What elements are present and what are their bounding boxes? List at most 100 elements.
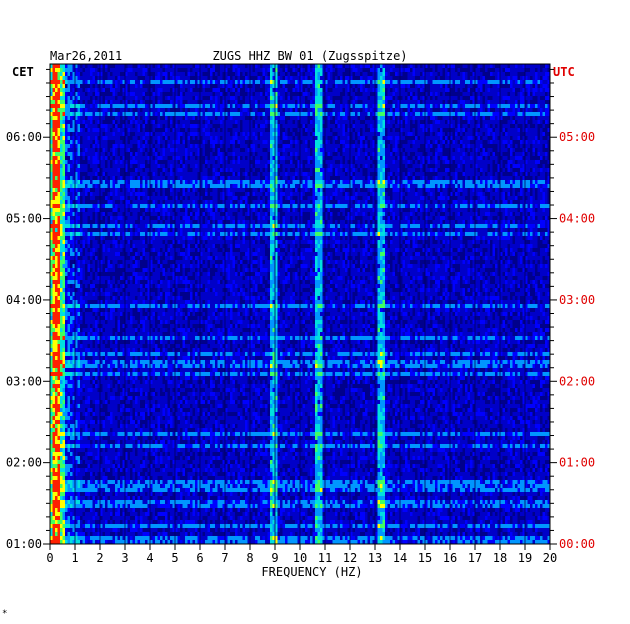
- spectrogram-cell: [252, 216, 255, 220]
- spectrogram-cell: [295, 64, 298, 68]
- spectrogram-cell: [392, 160, 395, 164]
- spectrogram-cell: [180, 136, 183, 140]
- spectrogram-cell: [385, 200, 388, 204]
- spectrogram-cell: [162, 80, 165, 84]
- spectrogram-cell: [57, 180, 60, 184]
- spectrogram-cell: [270, 104, 273, 108]
- spectrogram-cell: [462, 152, 465, 156]
- spectrogram-cell: [430, 128, 433, 132]
- spectrogram-cell: [102, 216, 105, 220]
- spectrogram-cell: [245, 156, 248, 160]
- spectrogram-cell: [142, 176, 145, 180]
- spectrogram-cell: [355, 148, 358, 152]
- spectrogram-cell: [152, 148, 155, 152]
- spectrogram-cell: [185, 140, 188, 144]
- spectrogram-cell: [447, 148, 450, 152]
- spectrogram-cell: [547, 176, 550, 180]
- spectrogram-cell: [112, 228, 115, 232]
- spectrogram-cell: [160, 64, 163, 68]
- spectrogram-cell: [297, 80, 300, 84]
- spectrogram-cell: [505, 184, 508, 188]
- spectrogram-cell: [305, 188, 308, 192]
- spectrogram-cell: [510, 148, 513, 152]
- spectrogram-cell: [502, 108, 505, 112]
- spectrogram-cell: [310, 92, 313, 96]
- spectrogram-cell: [292, 196, 295, 200]
- spectrogram-cell: [235, 204, 238, 208]
- spectrogram-cell: [547, 228, 550, 232]
- spectrogram-cell: [207, 112, 210, 116]
- spectrogram-cell: [537, 84, 540, 88]
- spectrogram-cell: [437, 128, 440, 132]
- spectrogram-cell: [522, 112, 525, 116]
- spectrogram-cell: [450, 216, 453, 220]
- spectrogram-cell: [315, 192, 318, 196]
- spectrogram-cell: [292, 72, 295, 76]
- spectrogram-cell: [357, 208, 360, 212]
- spectrogram-cell: [382, 148, 385, 152]
- spectrogram-cell: [435, 212, 438, 216]
- spectrogram-cell: [422, 216, 425, 220]
- spectrogram-cell: [510, 104, 513, 108]
- spectrogram-cell: [120, 176, 123, 180]
- spectrogram-cell: [395, 232, 398, 236]
- spectrogram-cell: [492, 152, 495, 156]
- spectrogram-cell: [245, 232, 248, 236]
- spectrogram-cell: [497, 156, 500, 160]
- spectrogram-cell: [485, 144, 488, 148]
- spectrogram-cell: [317, 228, 320, 232]
- spectrogram-cell: [62, 220, 65, 224]
- spectrogram-cell: [130, 192, 133, 196]
- spectrogram-cell: [122, 132, 125, 136]
- spectrogram-cell: [207, 104, 210, 108]
- spectrogram-cell: [187, 216, 190, 220]
- spectrogram-cell: [217, 172, 220, 176]
- spectrogram-cell: [545, 92, 548, 96]
- spectrogram-cell: [72, 156, 75, 160]
- spectrogram-cell: [245, 108, 248, 112]
- spectrogram-cell: [430, 224, 433, 228]
- spectrogram-cell: [312, 224, 315, 228]
- spectrogram-cell: [365, 204, 368, 208]
- spectrogram-cell: [75, 172, 78, 176]
- spectrogram-cell: [165, 140, 168, 144]
- spectrogram-cell: [392, 172, 395, 176]
- spectrogram-cell: [370, 128, 373, 132]
- spectrogram-cell: [200, 112, 203, 116]
- spectrogram-cell: [172, 220, 175, 224]
- spectrogram-cell: [305, 96, 308, 100]
- spectrogram-cell: [447, 224, 450, 228]
- spectrogram-cell: [337, 204, 340, 208]
- spectrogram-cell: [410, 216, 413, 220]
- spectrogram-cell: [392, 188, 395, 192]
- spectrogram-cell: [477, 96, 480, 100]
- spectrogram-cell: [180, 160, 183, 164]
- spectrogram-cell: [242, 184, 245, 188]
- spectrogram-cell: [95, 112, 98, 116]
- spectrogram-cell: [482, 88, 485, 92]
- spectrogram-cell: [460, 64, 463, 68]
- spectrogram-cell: [160, 104, 163, 108]
- spectrogram-cell: [235, 192, 238, 196]
- spectrogram-cell: [290, 228, 293, 232]
- spectrogram-cell: [312, 76, 315, 80]
- spectrogram-cell: [412, 204, 415, 208]
- spectrogram-cell: [230, 112, 233, 116]
- spectrogram-cell: [70, 180, 73, 184]
- spectrogram-cell: [237, 68, 240, 72]
- spectrogram-cell: [435, 92, 438, 96]
- spectrogram-cell: [175, 228, 178, 232]
- spectrogram-cell: [535, 76, 538, 80]
- spectrogram-cell: [495, 216, 498, 220]
- spectrogram-cell: [307, 212, 310, 216]
- spectrogram-cell: [382, 152, 385, 156]
- spectrogram-cell: [55, 96, 58, 100]
- spectrogram-cell: [92, 144, 95, 148]
- spectrogram-cell: [340, 144, 343, 148]
- spectrogram-cell: [407, 180, 410, 184]
- spectrogram-cell: [277, 220, 280, 224]
- spectrogram-cell: [212, 184, 215, 188]
- spectrogram-cell: [312, 208, 315, 212]
- spectrogram-cell: [185, 224, 188, 228]
- spectrogram-cell: [330, 88, 333, 92]
